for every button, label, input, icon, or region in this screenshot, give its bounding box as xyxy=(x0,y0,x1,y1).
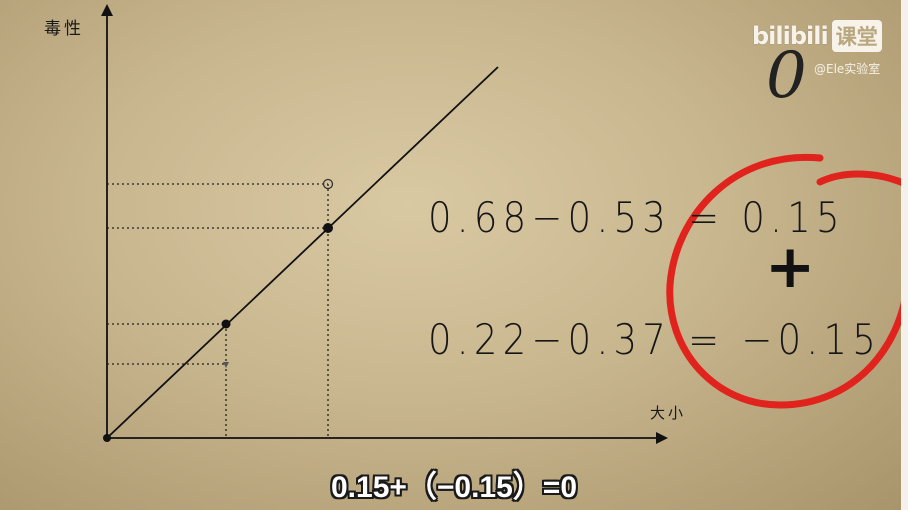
plus-symbol: + xyxy=(765,232,816,302)
x-axis-arrow xyxy=(656,432,668,444)
frame-edge xyxy=(901,0,908,510)
y-axis-arrow xyxy=(101,4,113,16)
zero-scribble: 0 xyxy=(766,39,807,113)
x-axis-label: 大小 xyxy=(650,404,687,422)
point-lower-tick xyxy=(223,362,229,368)
point-lower xyxy=(221,319,231,329)
logo-badge: 课堂 xyxy=(831,20,882,52)
bilibili-logo: bilibili 课堂 xyxy=(752,20,882,52)
guide-lines xyxy=(107,183,329,438)
watermark: @Ele实验室 xyxy=(814,62,881,76)
origin-point xyxy=(103,434,111,442)
equation-bottom: 0.22−0.37 = −0.15 xyxy=(428,315,882,364)
point-upper xyxy=(323,223,333,233)
y-axis-label: 毒性 xyxy=(44,19,84,39)
diagonal-line xyxy=(106,66,499,439)
subtitle-caption: 0.15+（−0.15）=0 xyxy=(330,471,578,504)
equation-top: 0.68−0.53 = 0.15 xyxy=(428,193,845,242)
point-upper-hollow xyxy=(322,178,334,190)
logo-text: bilibili xyxy=(752,22,829,50)
